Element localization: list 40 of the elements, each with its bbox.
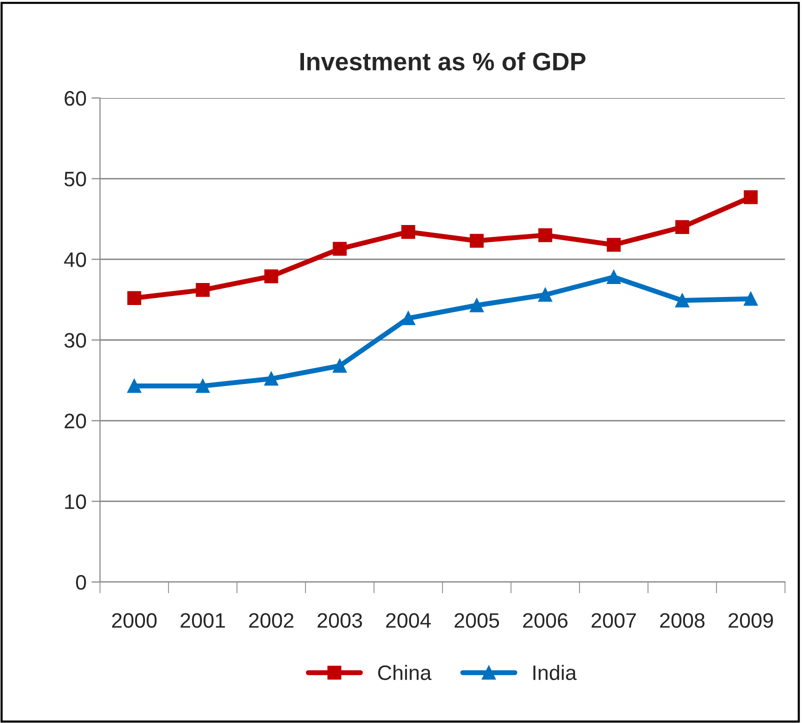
point [196, 379, 210, 393]
x-tick-label: 2007 [592, 613, 636, 628]
x-tick-label: 2006 [523, 613, 568, 628]
point [332, 358, 347, 373]
chart-title: Investment as % of GDP [300, 52, 586, 70]
point [401, 224, 416, 239]
x-tick-label: 2005 [454, 613, 500, 628]
point [470, 298, 484, 312]
point [538, 228, 552, 242]
y-tick-label: 50 [64, 172, 86, 186]
point [538, 288, 552, 302]
x-tick-label: 2009 [728, 613, 773, 628]
point [744, 292, 758, 306]
x-tick-label: 2004 [386, 613, 431, 628]
x-tick-label: 2003 [318, 613, 362, 628]
point [675, 220, 690, 234]
point [264, 372, 278, 386]
y-tick-label: 60 [64, 91, 86, 106]
point [332, 242, 347, 256]
point [675, 294, 690, 308]
x-tick-label: 2002 [249, 613, 294, 628]
point [744, 190, 758, 204]
y-tick-label: 20 [64, 414, 86, 428]
point [470, 234, 484, 248]
y-tick-label: 0 [76, 575, 86, 590]
x-tick-label: 2008 [660, 613, 705, 628]
point [127, 379, 142, 393]
y-tick-label: 40 [64, 252, 86, 268]
x-tick-label: 2001 [180, 613, 225, 628]
y-tick-label: 10 [65, 494, 86, 510]
legend-label: China [378, 664, 432, 680]
point [264, 269, 278, 284]
point [606, 270, 621, 284]
y-tick-label: 30 [64, 333, 86, 348]
point [401, 311, 416, 326]
x-tick-label: 2000 [112, 613, 157, 628]
point [606, 238, 621, 252]
point [127, 291, 142, 305]
point [196, 283, 210, 297]
legend-label: India [533, 664, 577, 680]
